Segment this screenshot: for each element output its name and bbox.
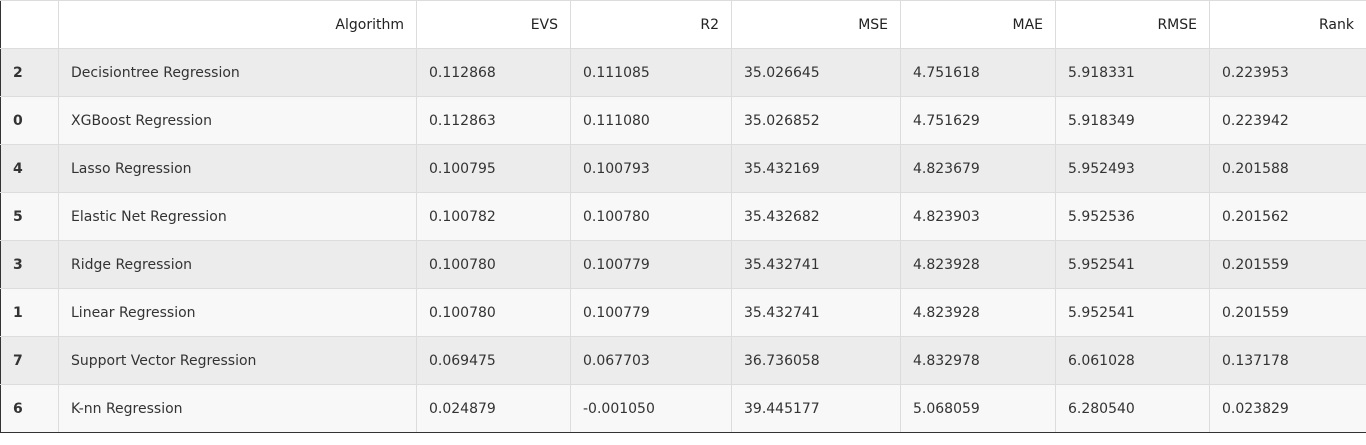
- header-rank: Rank: [1209, 0, 1366, 49]
- rmse-cell: 6.061028: [1055, 336, 1210, 385]
- r2-cell: 0.100793: [570, 144, 732, 193]
- evs-cell: 0.100795: [416, 144, 571, 193]
- r2-cell: 0.100779: [570, 240, 732, 289]
- header-mae: MAE: [900, 0, 1056, 49]
- algorithm-cell: Linear Regression: [58, 288, 417, 337]
- rank-cell: 0.201559: [1209, 240, 1366, 289]
- algorithm-cell: Decisiontree Regression: [58, 48, 417, 97]
- r2-cell: 0.100780: [570, 192, 732, 241]
- algorithm-cell: Elastic Net Regression: [58, 192, 417, 241]
- table-row: 3 Ridge Regression 0.100780 0.100779 35.4327…: [0, 240, 1366, 289]
- evs-cell: 0.112868: [416, 48, 571, 97]
- mse-cell: 35.432169: [731, 144, 901, 193]
- r2-cell: 0.111080: [570, 96, 732, 145]
- mse-cell: 36.736058: [731, 336, 901, 385]
- rmse-cell: 5.952493: [1055, 144, 1210, 193]
- mse-cell: 35.432741: [731, 240, 901, 289]
- header-index: [0, 0, 59, 49]
- mae-cell: 4.823928: [900, 288, 1056, 337]
- mae-cell: 5.068059: [900, 384, 1056, 433]
- table-row: 4 Lasso Regression 0.100795 0.100793 35.4321…: [0, 144, 1366, 193]
- evs-cell: 0.024879: [416, 384, 571, 433]
- row-index: 7: [0, 336, 59, 385]
- table-row: 0 XGBoost Regression 0.112863 0.111080 35.02…: [0, 96, 1366, 145]
- mse-cell: 35.026645: [731, 48, 901, 97]
- mse-cell: 35.432682: [731, 192, 901, 241]
- evs-cell: 0.069475: [416, 336, 571, 385]
- evs-cell: 0.112863: [416, 96, 571, 145]
- rank-cell: 0.223942: [1209, 96, 1366, 145]
- rank-cell: 0.137178: [1209, 336, 1366, 385]
- table-row: 5 Elastic Net Regression 0.100782 0.100780 3…: [0, 192, 1366, 241]
- r2-cell: 0.067703: [570, 336, 732, 385]
- table-header: Algorithm EVS R2 MSE MAE RMSE Rank: [0, 0, 1366, 49]
- row-index: 6: [0, 384, 59, 433]
- table-row: 1 Linear Regression 0.100780 0.100779 35.432…: [0, 288, 1366, 337]
- rmse-cell: 5.952536: [1055, 192, 1210, 241]
- header-evs: EVS: [416, 0, 571, 49]
- rank-cell: 0.223953: [1209, 48, 1366, 97]
- rmse-cell: 5.952541: [1055, 288, 1210, 337]
- rmse-cell: 5.918349: [1055, 96, 1210, 145]
- header-mse: MSE: [731, 0, 901, 49]
- algorithm-cell: Support Vector Regression: [58, 336, 417, 385]
- mae-cell: 4.823928: [900, 240, 1056, 289]
- algorithm-cell: Lasso Regression: [58, 144, 417, 193]
- r2-cell: 0.111085: [570, 48, 732, 97]
- mse-cell: 35.026852: [731, 96, 901, 145]
- rank-cell: 0.201559: [1209, 288, 1366, 337]
- row-index: 4: [0, 144, 59, 193]
- algorithm-cell: XGBoost Regression: [58, 96, 417, 145]
- row-index: 5: [0, 192, 59, 241]
- mse-cell: 35.432741: [731, 288, 901, 337]
- rank-cell: 0.201588: [1209, 144, 1366, 193]
- results-table: Algorithm EVS R2 MSE MAE RMSE Rank 2 Deci…: [0, 0, 1366, 433]
- rank-cell: 0.023829: [1209, 384, 1366, 433]
- evs-cell: 0.100780: [416, 288, 571, 337]
- table-row: 7 Support Vector Regression 0.069475 0.0677…: [0, 336, 1366, 385]
- header-rmse: RMSE: [1055, 0, 1210, 49]
- rmse-cell: 6.280540: [1055, 384, 1210, 433]
- r2-cell: -0.001050: [570, 384, 732, 433]
- rank-cell: 0.201562: [1209, 192, 1366, 241]
- mae-cell: 4.823679: [900, 144, 1056, 193]
- mae-cell: 4.832978: [900, 336, 1056, 385]
- table-body: 2 Decisiontree Regression 0.112868 0.111085…: [0, 48, 1366, 433]
- evs-cell: 0.100780: [416, 240, 571, 289]
- algorithm-cell: Ridge Regression: [58, 240, 417, 289]
- mae-cell: 4.751629: [900, 96, 1056, 145]
- row-index: 1: [0, 288, 59, 337]
- table-row: 2 Decisiontree Regression 0.112868 0.111085…: [0, 48, 1366, 97]
- row-index: 3: [0, 240, 59, 289]
- rmse-cell: 5.918331: [1055, 48, 1210, 97]
- mae-cell: 4.823903: [900, 192, 1056, 241]
- rmse-cell: 5.952541: [1055, 240, 1210, 289]
- r2-cell: 0.100779: [570, 288, 732, 337]
- header-algorithm: Algorithm: [58, 0, 417, 49]
- header-r2: R2: [570, 0, 732, 49]
- row-index: 0: [0, 96, 59, 145]
- mae-cell: 4.751618: [900, 48, 1056, 97]
- row-index: 2: [0, 48, 59, 97]
- header-row: Algorithm EVS R2 MSE MAE RMSE Rank: [0, 0, 1366, 49]
- algorithm-cell: K-nn Regression: [58, 384, 417, 433]
- table-row: 6 K-nn Regression 0.024879 -0.001050 39.4451…: [0, 384, 1366, 433]
- evs-cell: 0.100782: [416, 192, 571, 241]
- mse-cell: 39.445177: [731, 384, 901, 433]
